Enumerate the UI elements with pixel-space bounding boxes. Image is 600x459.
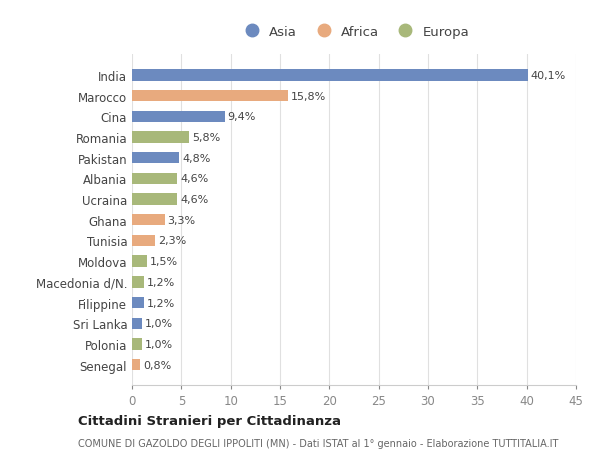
Bar bbox=[132, 215, 164, 226]
Bar bbox=[132, 359, 140, 370]
Bar bbox=[132, 194, 178, 205]
Bar bbox=[132, 174, 178, 185]
Bar bbox=[132, 132, 189, 143]
Text: COMUNE DI GAZOLDO DEGLI IPPOLITI (MN) - Dati ISTAT al 1° gennaio - Elaborazione : COMUNE DI GAZOLDO DEGLI IPPOLITI (MN) - … bbox=[78, 438, 559, 448]
Bar bbox=[132, 112, 225, 123]
Bar bbox=[132, 256, 147, 267]
Text: 1,2%: 1,2% bbox=[147, 298, 175, 308]
Text: Cittadini Stranieri per Cittadinanza: Cittadini Stranieri per Cittadinanza bbox=[78, 414, 341, 428]
Text: 15,8%: 15,8% bbox=[291, 91, 326, 101]
Bar bbox=[132, 297, 144, 308]
Text: 0,8%: 0,8% bbox=[143, 360, 171, 370]
Text: 9,4%: 9,4% bbox=[228, 112, 256, 122]
Bar bbox=[132, 235, 155, 246]
Bar bbox=[132, 318, 142, 329]
Text: 40,1%: 40,1% bbox=[530, 71, 566, 81]
Text: 3,3%: 3,3% bbox=[167, 215, 196, 225]
Bar bbox=[132, 277, 144, 288]
Text: 4,6%: 4,6% bbox=[181, 195, 209, 205]
Text: 4,6%: 4,6% bbox=[181, 174, 209, 184]
Bar bbox=[132, 153, 179, 164]
Text: 1,0%: 1,0% bbox=[145, 339, 173, 349]
Bar bbox=[132, 91, 288, 102]
Text: 4,8%: 4,8% bbox=[182, 153, 211, 163]
Legend: Asia, Africa, Europa: Asia, Africa, Europa bbox=[235, 22, 473, 43]
Text: 1,5%: 1,5% bbox=[150, 257, 178, 267]
Bar bbox=[132, 70, 527, 81]
Text: 1,0%: 1,0% bbox=[145, 319, 173, 329]
Text: 2,3%: 2,3% bbox=[158, 236, 186, 246]
Text: 1,2%: 1,2% bbox=[147, 277, 175, 287]
Text: 5,8%: 5,8% bbox=[192, 133, 220, 143]
Bar bbox=[132, 339, 142, 350]
